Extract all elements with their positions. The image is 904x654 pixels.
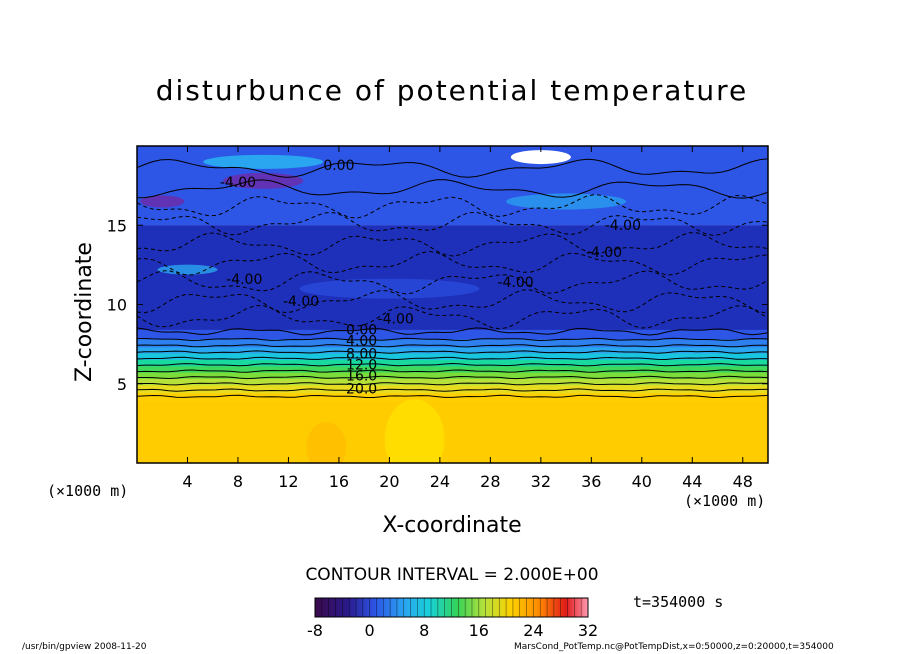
contour-line bbox=[137, 375, 768, 380]
contour-line bbox=[137, 289, 768, 314]
contour-line bbox=[137, 179, 768, 199]
contour-label: -4.00 bbox=[226, 272, 262, 288]
contour-line bbox=[137, 350, 768, 354]
contour-label: 16.0 bbox=[346, 369, 377, 385]
contour-interval: CONTOUR INTERVAL = 2.000E+00 bbox=[305, 565, 599, 585]
y-axis-label: Z-coordinate bbox=[72, 242, 97, 382]
contour-label: -4.00 bbox=[586, 245, 622, 261]
y-axis: 5 10 15 bbox=[107, 216, 768, 394]
contour-lines bbox=[137, 158, 768, 399]
x-tick-label: 24 bbox=[430, 472, 450, 491]
cyan-patch bbox=[506, 193, 627, 210]
field-band bbox=[137, 385, 768, 394]
field-band bbox=[137, 347, 768, 354]
colorbar-tick-label: 0 bbox=[365, 621, 375, 640]
colorbar-tick-label: 8 bbox=[419, 621, 429, 640]
x-tick-label: 16 bbox=[329, 472, 349, 491]
x-tick-label: 4 bbox=[182, 472, 192, 491]
field-band bbox=[137, 378, 768, 386]
cyan-patch bbox=[203, 154, 324, 169]
colorbar-tick-label: -8 bbox=[307, 621, 323, 640]
contour-line bbox=[137, 305, 768, 330]
colorbar-tick-label: 24 bbox=[523, 621, 543, 640]
contour-line bbox=[137, 337, 768, 342]
contour-line bbox=[137, 388, 768, 392]
contour-line bbox=[137, 356, 768, 361]
deep-layer bbox=[137, 225, 768, 321]
contour-line bbox=[137, 369, 768, 373]
contour-line bbox=[137, 250, 768, 276]
x-tick-label: 48 bbox=[733, 472, 753, 491]
colorbar-tick-label: 16 bbox=[469, 621, 489, 640]
field-band bbox=[137, 353, 768, 360]
x-tick-label: 12 bbox=[278, 472, 298, 491]
contour-line bbox=[137, 327, 768, 336]
contour-line bbox=[137, 362, 768, 367]
contour-line bbox=[137, 193, 768, 219]
x-tick-label: 36 bbox=[581, 472, 601, 491]
footer-left: /usr/bin/gpview 2008-11-20 bbox=[22, 642, 147, 652]
x-unit-right: (×1000 m) bbox=[684, 492, 766, 510]
y-tick-label: 5 bbox=[117, 375, 127, 394]
time-label: t=354000 s bbox=[633, 593, 724, 611]
contour-line bbox=[137, 344, 768, 348]
x-axis: 4 8 12 16 20 24 28 32 36 40 44 48 bbox=[182, 146, 753, 491]
field-band bbox=[137, 339, 768, 348]
x-tick-label: 40 bbox=[632, 472, 652, 491]
y-tick-label: 15 bbox=[107, 216, 127, 235]
x-axis-label: X-coordinate bbox=[382, 513, 522, 538]
contour-label: 8.00 bbox=[346, 346, 377, 362]
contour-field bbox=[137, 146, 768, 463]
contour-label: 0.00 bbox=[346, 323, 377, 339]
x-tick-label: 20 bbox=[379, 472, 399, 491]
contour-label: 0.00 bbox=[323, 158, 354, 174]
orange-patch bbox=[306, 422, 347, 463]
contour-line bbox=[137, 394, 768, 399]
contour-label: -4.00 bbox=[283, 294, 319, 310]
y-tick-label: 10 bbox=[107, 296, 127, 315]
x-tick-label: 32 bbox=[531, 472, 551, 491]
contour-labels: 0.004.008.0012.016.020.0-4.00-4.00-4.00-… bbox=[220, 158, 641, 397]
contour-line bbox=[137, 270, 768, 295]
field-band bbox=[137, 329, 768, 340]
contour-label: -4.00 bbox=[497, 275, 533, 291]
x-tick-label: 44 bbox=[682, 472, 702, 491]
footer-right: MarsCond_PotTemp.nc@PotTempDist,x=0:5000… bbox=[514, 642, 834, 652]
field-band bbox=[137, 366, 768, 373]
x-unit-left: (×1000 m) bbox=[47, 482, 129, 500]
contour-label: -4.00 bbox=[605, 218, 641, 234]
contour-line bbox=[137, 232, 768, 257]
purple-patch bbox=[140, 195, 185, 208]
x-tick-label: 8 bbox=[233, 472, 243, 491]
contour-label: -4.00 bbox=[220, 175, 256, 191]
contour-label: 12.0 bbox=[346, 357, 377, 373]
contour-line bbox=[137, 382, 768, 386]
contour-label: -4.00 bbox=[378, 312, 414, 328]
colorbar-tick-label: 32 bbox=[578, 621, 598, 640]
field-band bbox=[137, 372, 768, 379]
contour-label: 20.0 bbox=[346, 381, 377, 397]
contour-line bbox=[137, 211, 768, 236]
contour-line bbox=[137, 158, 768, 178]
x-tick-label: 28 bbox=[480, 472, 500, 491]
chart-title: disturbunce of potential temperature bbox=[155, 74, 749, 107]
white-patch bbox=[510, 150, 571, 165]
yellow-patch bbox=[384, 399, 445, 463]
colorbar: -8 0 8 16 24 32 bbox=[307, 597, 598, 640]
field-layer bbox=[137, 399, 768, 463]
contour-label: 4.00 bbox=[346, 334, 377, 350]
